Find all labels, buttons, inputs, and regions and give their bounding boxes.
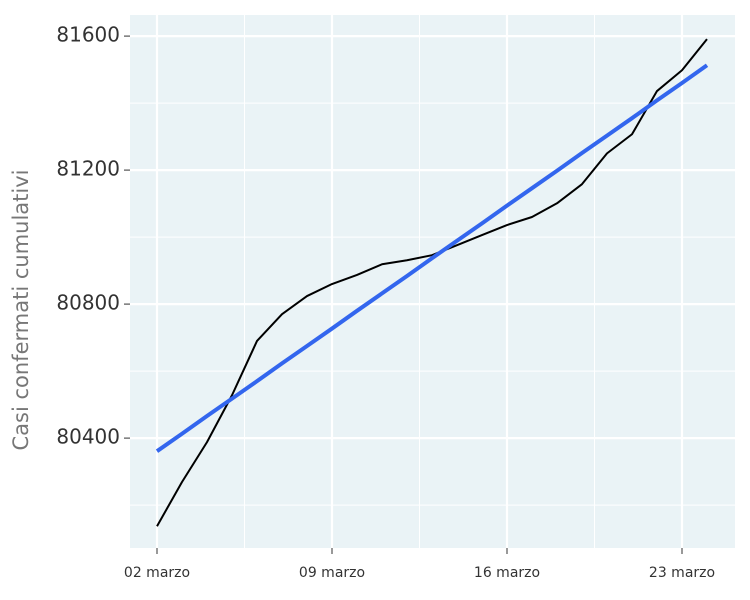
data-line (156, 38, 708, 527)
panel (130, 15, 735, 548)
y-axis-label: Casi confermati cumulativi (9, 170, 33, 451)
trend-line (155, 63, 709, 453)
x-tick-label: 02 marzo (124, 565, 190, 581)
y-tick-label: 80400 (56, 425, 120, 449)
y-tick-label: 81600 (56, 23, 120, 47)
x-tick-label: 09 marzo (299, 565, 365, 581)
x-tick-label: 23 marzo (649, 565, 715, 581)
y-tick-label: 80800 (56, 291, 120, 315)
x-tick-label: 16 marzo (474, 565, 540, 581)
y-tick-label: 81200 (56, 157, 120, 181)
